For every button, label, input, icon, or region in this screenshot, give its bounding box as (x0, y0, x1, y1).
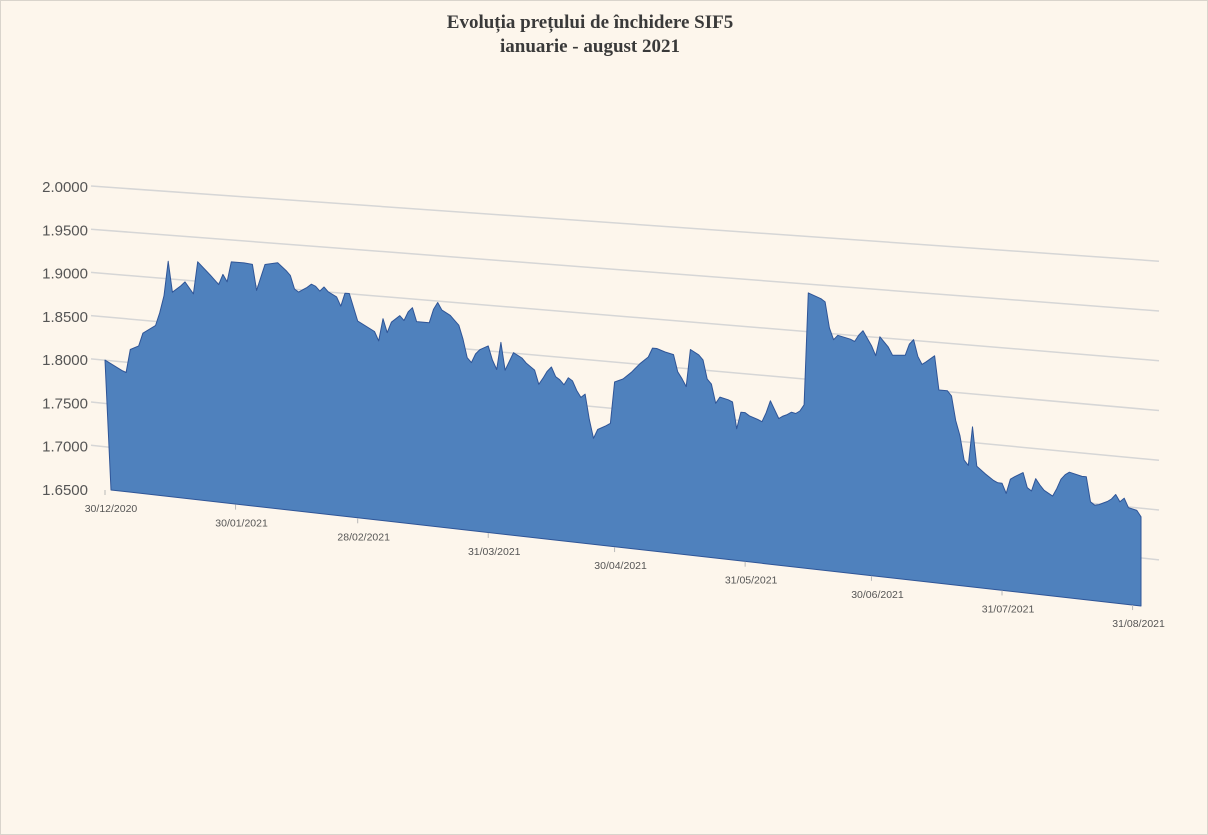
gridline (90, 185, 1160, 262)
x-tick-label: 30/06/2021 (851, 589, 904, 601)
y-tick-label: 1.9500 (42, 222, 88, 239)
gridline (90, 228, 1160, 312)
y-tick-label: 1.7000 (42, 439, 88, 456)
y-tick-label: 1.8000 (42, 352, 88, 369)
y-tick-label: 2.0000 (42, 179, 88, 196)
y-tick-label: 1.7500 (42, 395, 88, 412)
x-tick-label: 30/01/2021 (215, 518, 268, 530)
x-tick-label: 31/03/2021 (468, 546, 521, 558)
x-tick-label: 28/02/2021 (337, 531, 390, 543)
x-tick-label: 31/07/2021 (982, 603, 1035, 615)
x-tick-label: 31/08/2021 (1112, 618, 1165, 630)
x-tick-label: 30/04/2021 (594, 560, 647, 572)
chart-subtitle: ianuarie - august 2021 (500, 36, 680, 57)
y-tick-label: 1.8500 (42, 309, 88, 326)
price-area-series (104, 260, 1142, 607)
chart-title: Evoluția prețului de închidere SIF5 (447, 12, 733, 33)
x-tick-label: 31/05/2021 (725, 575, 778, 587)
y-tick-label: 1.9000 (42, 266, 88, 283)
y-tick-label: 1.6500 (42, 482, 88, 499)
x-tick-label: 30/12/2020 (85, 503, 138, 515)
